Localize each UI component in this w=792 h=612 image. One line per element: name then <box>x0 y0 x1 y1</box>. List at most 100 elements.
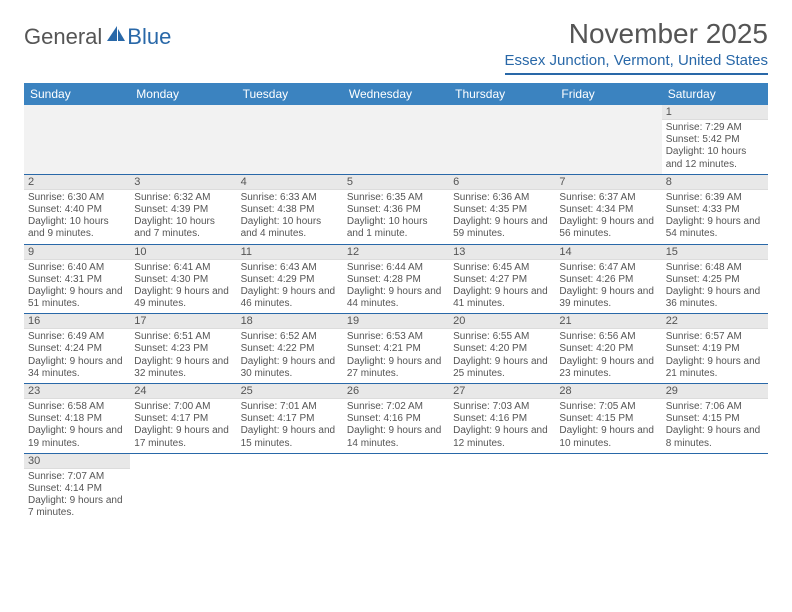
day-body: Sunrise: 6:58 AMSunset: 4:18 PMDaylight:… <box>24 399 130 453</box>
day-body: Sunrise: 6:32 AMSunset: 4:39 PMDaylight:… <box>130 190 236 244</box>
day-cell: 1Sunrise: 7:29 AMSunset: 5:42 PMDaylight… <box>662 105 768 175</box>
week-row: 9Sunrise: 6:40 AMSunset: 4:31 PMDaylight… <box>24 245 768 315</box>
day-cell: 24Sunrise: 7:00 AMSunset: 4:17 PMDayligh… <box>130 384 236 454</box>
day-cell: 22Sunrise: 6:57 AMSunset: 4:19 PMDayligh… <box>662 314 768 384</box>
day-cell: 29Sunrise: 7:06 AMSunset: 4:15 PMDayligh… <box>662 384 768 454</box>
day-body: Sunrise: 6:35 AMSunset: 4:36 PMDaylight:… <box>343 190 449 244</box>
brand-part1: General <box>24 24 102 50</box>
day-cell: 26Sunrise: 7:02 AMSunset: 4:16 PMDayligh… <box>343 384 449 454</box>
day-number: 26 <box>343 384 449 399</box>
day-number: 7 <box>555 175 661 190</box>
day-body: Sunrise: 6:44 AMSunset: 4:28 PMDaylight:… <box>343 260 449 314</box>
day-cell: 2Sunrise: 6:30 AMSunset: 4:40 PMDaylight… <box>24 175 130 245</box>
week-row: 1Sunrise: 7:29 AMSunset: 5:42 PMDaylight… <box>24 105 768 175</box>
week-row: 16Sunrise: 6:49 AMSunset: 4:24 PMDayligh… <box>24 314 768 384</box>
day-header: Tuesday <box>237 83 343 105</box>
day-body: Sunrise: 6:53 AMSunset: 4:21 PMDaylight:… <box>343 329 449 383</box>
day-number: 5 <box>343 175 449 190</box>
day-cell: 16Sunrise: 6:49 AMSunset: 4:24 PMDayligh… <box>24 314 130 384</box>
day-cell: 21Sunrise: 6:56 AMSunset: 4:20 PMDayligh… <box>555 314 661 384</box>
day-cell: 18Sunrise: 6:52 AMSunset: 4:22 PMDayligh… <box>237 314 343 384</box>
day-body: Sunrise: 6:57 AMSunset: 4:19 PMDaylight:… <box>662 329 768 383</box>
day-body: Sunrise: 6:39 AMSunset: 4:33 PMDaylight:… <box>662 190 768 244</box>
day-cell: 27Sunrise: 7:03 AMSunset: 4:16 PMDayligh… <box>449 384 555 454</box>
empty-cell <box>237 105 343 175</box>
day-cell: 4Sunrise: 6:33 AMSunset: 4:38 PMDaylight… <box>237 175 343 245</box>
calendar: SundayMondayTuesdayWednesdayThursdayFrid… <box>24 83 768 523</box>
day-number: 12 <box>343 245 449 260</box>
day-number: 24 <box>130 384 236 399</box>
week-row: 2Sunrise: 6:30 AMSunset: 4:40 PMDaylight… <box>24 175 768 245</box>
empty-cell <box>555 105 661 175</box>
day-cell: 28Sunrise: 7:05 AMSunset: 4:15 PMDayligh… <box>555 384 661 454</box>
day-number: 29 <box>662 384 768 399</box>
day-cell: 10Sunrise: 6:41 AMSunset: 4:30 PMDayligh… <box>130 245 236 315</box>
day-number: 11 <box>237 245 343 260</box>
day-cell: 7Sunrise: 6:37 AMSunset: 4:34 PMDaylight… <box>555 175 661 245</box>
day-body: Sunrise: 6:47 AMSunset: 4:26 PMDaylight:… <box>555 260 661 314</box>
day-cell: 17Sunrise: 6:51 AMSunset: 4:23 PMDayligh… <box>130 314 236 384</box>
day-cell: 9Sunrise: 6:40 AMSunset: 4:31 PMDaylight… <box>24 245 130 315</box>
day-number: 25 <box>237 384 343 399</box>
day-body: Sunrise: 6:52 AMSunset: 4:22 PMDaylight:… <box>237 329 343 383</box>
day-body: Sunrise: 7:05 AMSunset: 4:15 PMDaylight:… <box>555 399 661 453</box>
day-body: Sunrise: 6:30 AMSunset: 4:40 PMDaylight:… <box>24 190 130 244</box>
day-number: 8 <box>662 175 768 190</box>
header: General Blue November 2025 Essex Junctio… <box>24 18 768 75</box>
day-cell: 8Sunrise: 6:39 AMSunset: 4:33 PMDaylight… <box>662 175 768 245</box>
day-body: Sunrise: 7:01 AMSunset: 4:17 PMDaylight:… <box>237 399 343 453</box>
day-number: 20 <box>449 314 555 329</box>
day-number: 14 <box>555 245 661 260</box>
day-cell: 19Sunrise: 6:53 AMSunset: 4:21 PMDayligh… <box>343 314 449 384</box>
day-body: Sunrise: 7:02 AMSunset: 4:16 PMDaylight:… <box>343 399 449 453</box>
day-cell: 20Sunrise: 6:55 AMSunset: 4:20 PMDayligh… <box>449 314 555 384</box>
day-body: Sunrise: 6:49 AMSunset: 4:24 PMDaylight:… <box>24 329 130 383</box>
day-body: Sunrise: 7:29 AMSunset: 5:42 PMDaylight:… <box>662 120 768 174</box>
day-header: Saturday <box>662 83 768 105</box>
day-body: Sunrise: 6:41 AMSunset: 4:30 PMDaylight:… <box>130 260 236 314</box>
day-number: 15 <box>662 245 768 260</box>
day-cell: 6Sunrise: 6:36 AMSunset: 4:35 PMDaylight… <box>449 175 555 245</box>
day-body: Sunrise: 6:48 AMSunset: 4:25 PMDaylight:… <box>662 260 768 314</box>
week-row: 30Sunrise: 7:07 AMSunset: 4:14 PMDayligh… <box>24 454 768 523</box>
day-cell: . <box>343 454 449 523</box>
day-body: Sunrise: 6:33 AMSunset: 4:38 PMDaylight:… <box>237 190 343 244</box>
sail-icon <box>104 24 126 50</box>
day-body: Sunrise: 6:51 AMSunset: 4:23 PMDaylight:… <box>130 329 236 383</box>
brand-part2: Blue <box>127 24 171 50</box>
day-cell: . <box>555 454 661 523</box>
day-cell: 25Sunrise: 7:01 AMSunset: 4:17 PMDayligh… <box>237 384 343 454</box>
day-cell: . <box>237 454 343 523</box>
brand-logo: General Blue <box>24 18 171 50</box>
day-header: Sunday <box>24 83 130 105</box>
day-header: Wednesday <box>343 83 449 105</box>
day-number: 17 <box>130 314 236 329</box>
day-header-row: SundayMondayTuesdayWednesdayThursdayFrid… <box>24 83 768 105</box>
day-number: 13 <box>449 245 555 260</box>
day-number: 21 <box>555 314 661 329</box>
day-body: Sunrise: 6:56 AMSunset: 4:20 PMDaylight:… <box>555 329 661 383</box>
month-title: November 2025 <box>505 18 768 50</box>
empty-cell <box>130 105 236 175</box>
title-block: November 2025 Essex Junction, Vermont, U… <box>505 18 768 75</box>
day-body: Sunrise: 6:36 AMSunset: 4:35 PMDaylight:… <box>449 190 555 244</box>
day-cell: . <box>662 454 768 523</box>
day-body: Sunrise: 7:03 AMSunset: 4:16 PMDaylight:… <box>449 399 555 453</box>
day-body: Sunrise: 6:55 AMSunset: 4:20 PMDaylight:… <box>449 329 555 383</box>
day-number: 18 <box>237 314 343 329</box>
day-cell: 23Sunrise: 6:58 AMSunset: 4:18 PMDayligh… <box>24 384 130 454</box>
day-number: 10 <box>130 245 236 260</box>
day-body: Sunrise: 7:06 AMSunset: 4:15 PMDaylight:… <box>662 399 768 453</box>
day-cell: 30Sunrise: 7:07 AMSunset: 4:14 PMDayligh… <box>24 454 130 523</box>
day-cell: 13Sunrise: 6:45 AMSunset: 4:27 PMDayligh… <box>449 245 555 315</box>
day-body: Sunrise: 7:00 AMSunset: 4:17 PMDaylight:… <box>130 399 236 453</box>
empty-cell <box>449 105 555 175</box>
day-cell: 12Sunrise: 6:44 AMSunset: 4:28 PMDayligh… <box>343 245 449 315</box>
day-number: 28 <box>555 384 661 399</box>
day-body: Sunrise: 7:07 AMSunset: 4:14 PMDaylight:… <box>24 469 130 523</box>
day-number: 1 <box>662 105 768 120</box>
location-text: Essex Junction, Vermont, United States <box>505 52 768 75</box>
day-cell: 15Sunrise: 6:48 AMSunset: 4:25 PMDayligh… <box>662 245 768 315</box>
day-number: 9 <box>24 245 130 260</box>
day-number: 22 <box>662 314 768 329</box>
